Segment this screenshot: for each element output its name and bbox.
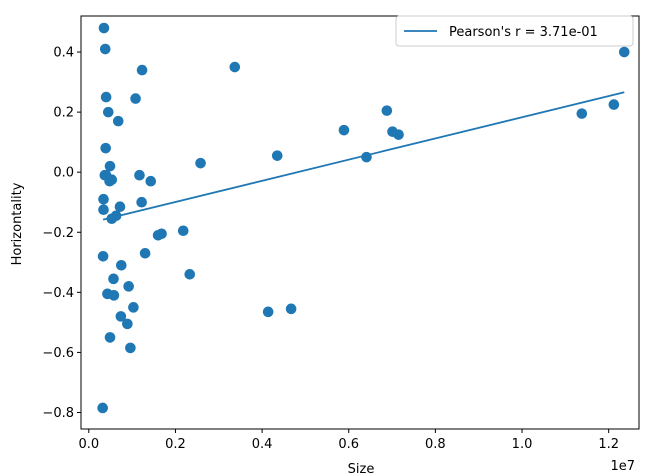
- data-point: [381, 105, 393, 116]
- data-point: [576, 108, 588, 119]
- y-axis-label: Horizontality: [10, 182, 25, 265]
- data-point: [108, 273, 119, 285]
- data-point: [97, 402, 108, 414]
- y-tick-label: 0.0: [53, 166, 74, 181]
- x-axis-label: Size: [348, 462, 375, 476]
- x-tick-label: 0.2: [165, 437, 186, 452]
- data-point: [122, 318, 133, 330]
- data-point: [136, 64, 148, 76]
- data-point: [361, 151, 372, 163]
- y-tick-label: −0.4: [42, 286, 74, 301]
- x-offset-label: 1e7: [610, 459, 635, 474]
- data-point: [177, 225, 189, 237]
- data-point: [98, 22, 110, 34]
- x-tick-label: 0.8: [425, 437, 446, 452]
- x-tick-label: 0.4: [252, 437, 273, 452]
- data-point: [98, 193, 109, 205]
- plot-area: [97, 22, 630, 414]
- data-point: [285, 303, 297, 315]
- x-tick-label: 0.0: [78, 437, 99, 452]
- x-tick-label: 0.6: [338, 437, 359, 452]
- y-tick-label: −0.8: [42, 406, 74, 421]
- legend: Pearson's r = 3.71e-01: [395, 15, 634, 47]
- x-tick-label: 1.2: [598, 437, 619, 452]
- data-point: [102, 106, 114, 118]
- legend-label: Pearson's r = 3.71e-01: [449, 25, 598, 40]
- data-point: [99, 43, 111, 55]
- y-tick-label: −0.6: [42, 346, 74, 361]
- data-point: [152, 229, 164, 241]
- y-axis: −0.8 −0.6 −0.4 −0.2 0.0 0.2 0.4: [42, 46, 81, 421]
- data-point: [184, 269, 196, 280]
- data-point: [608, 99, 620, 110]
- data-point: [123, 281, 134, 292]
- data-point: [393, 129, 404, 140]
- x-tick-label: 1.0: [512, 437, 533, 452]
- y-tick-label: 0.2: [53, 106, 74, 121]
- data-point: [104, 160, 116, 172]
- data-point: [271, 150, 283, 161]
- data-point: [112, 115, 124, 127]
- data-point: [139, 247, 151, 259]
- data-point: [115, 260, 127, 271]
- data-point: [125, 342, 136, 354]
- data-point: [100, 91, 112, 103]
- plot-frame: [80, 15, 640, 430]
- data-point: [618, 46, 630, 58]
- data-point: [98, 204, 109, 216]
- data-point: [104, 332, 116, 343]
- legend-box: [395, 15, 634, 47]
- data-point: [104, 175, 115, 187]
- data-point: [100, 142, 111, 154]
- data-point: [128, 302, 139, 313]
- data-point: [106, 213, 118, 225]
- y-tick-label: 0.4: [53, 46, 74, 61]
- data-point: [145, 175, 157, 187]
- x-axis: 0.0 0.2 0.4 0.6 0.8 1.0 1.2: [78, 429, 619, 452]
- data-point: [262, 306, 274, 318]
- data-point: [115, 311, 127, 322]
- data-point: [108, 290, 120, 301]
- data-point: [114, 201, 126, 213]
- data-point: [130, 93, 141, 104]
- y-tick-label: −0.2: [42, 226, 74, 241]
- data-point: [195, 157, 206, 169]
- data-point: [338, 124, 350, 136]
- data-point: [229, 61, 241, 73]
- data-point: [97, 250, 109, 262]
- data-point: [136, 196, 147, 208]
- data-point: [134, 169, 145, 181]
